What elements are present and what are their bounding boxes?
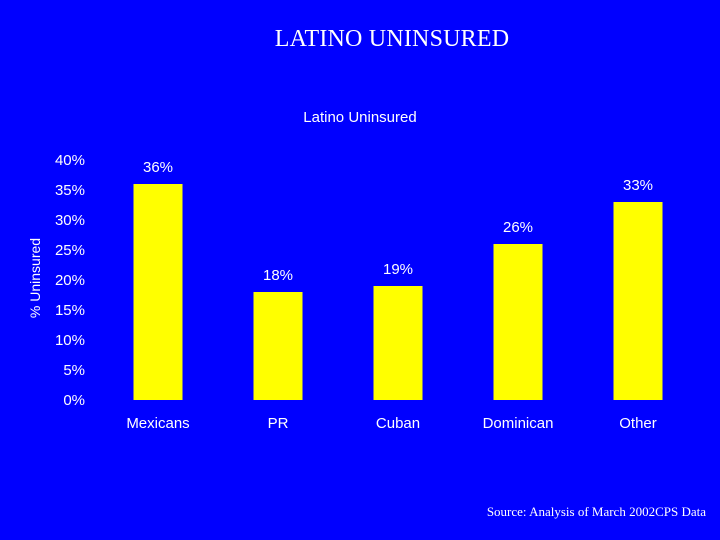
x-tick-label: Dominican	[483, 415, 554, 432]
bar-other	[613, 202, 663, 400]
x-axis-ticks: Mexicans PR Cuban Dominican Other	[126, 415, 656, 432]
x-tick-label: PR	[268, 415, 289, 432]
bar-pr	[253, 292, 303, 400]
y-tick-label: 20%	[55, 272, 85, 289]
y-axis-ticks: 0% 5% 10% 15% 20% 25% 30% 35% 40%	[55, 152, 85, 409]
y-tick-label: 10%	[55, 332, 85, 349]
source-note: Source: Analysis of March 2002CPS Data	[486, 504, 706, 519]
value-labels: 36% 18% 19% 26% 33%	[143, 159, 653, 284]
y-tick-label: 0%	[63, 392, 85, 409]
value-label: 36%	[143, 159, 173, 176]
y-tick-label: 40%	[55, 152, 85, 169]
x-tick-label: Mexicans	[126, 415, 189, 432]
bar-dominican	[493, 244, 543, 400]
x-tick-label: Other	[619, 415, 657, 432]
slide-title: LATINO UNINSURED	[274, 26, 510, 52]
chart-title: Latino Uninsured	[303, 109, 416, 126]
value-label: 19%	[383, 261, 413, 278]
bar-cuban	[373, 286, 423, 400]
bars	[133, 184, 663, 400]
value-label: 26%	[503, 219, 533, 236]
y-tick-label: 5%	[63, 362, 85, 379]
bar-mexicans	[133, 184, 183, 400]
y-tick-label: 35%	[55, 182, 85, 199]
y-axis-label: % Uninsured	[27, 238, 43, 318]
y-tick-label: 15%	[55, 302, 85, 319]
value-label: 18%	[263, 267, 293, 284]
y-tick-label: 25%	[55, 242, 85, 259]
value-label: 33%	[623, 177, 653, 194]
x-tick-label: Cuban	[376, 415, 420, 432]
y-tick-label: 30%	[55, 212, 85, 229]
